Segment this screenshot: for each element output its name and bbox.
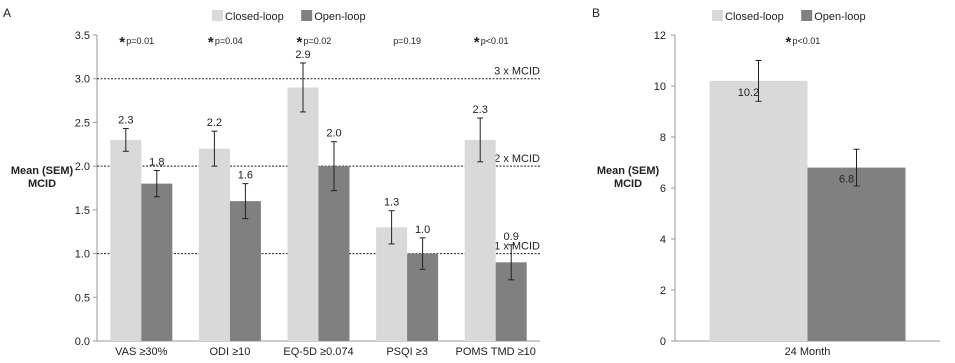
- bar: [141, 183, 173, 341]
- y-tick-label: 3.0: [75, 74, 90, 86]
- data-label: 2.3: [118, 115, 133, 127]
- legend-label: Closed-loop: [225, 11, 284, 23]
- data-label: 1.3: [384, 197, 399, 209]
- legend-swatch: [301, 10, 313, 21]
- p-value: p<0.01: [481, 36, 509, 46]
- bar: [318, 166, 350, 341]
- y-tick-label: 0.0: [75, 336, 90, 348]
- p-value: p=0.02: [304, 36, 332, 46]
- data-label: 6.8: [839, 174, 854, 186]
- y-axis-label: Mean (SEM) MCID: [11, 165, 74, 190]
- bar: [709, 80, 808, 342]
- y-tick-label: 2.0: [75, 161, 90, 173]
- x-tick-label: 24 Month: [785, 346, 831, 358]
- y-axis-label: Mean (SEM) MCID: [597, 165, 660, 190]
- x-tick-label: EQ-5D ≥0.074: [283, 346, 353, 358]
- legend-swatch: [212, 10, 223, 21]
- x-tick-label: VAS ≥30%: [115, 346, 168, 358]
- bar: [287, 87, 319, 341]
- reference-line-label: 1 x MCID: [494, 241, 540, 253]
- x-tick-label: PSQI ≥3: [386, 346, 428, 358]
- bar: [198, 148, 230, 341]
- data-label: 2.0: [326, 128, 341, 140]
- y-axis-label-line: Mean (SEM): [11, 165, 74, 177]
- reference-line-label: 2 x MCID: [494, 153, 540, 165]
- panel-letter: A: [3, 6, 11, 20]
- significance-star: *: [474, 34, 480, 51]
- y-tick-label: 6: [660, 183, 666, 195]
- data-label: 1.8: [149, 157, 164, 169]
- y-tick-label: 0: [660, 336, 666, 348]
- legend-swatch: [801, 10, 813, 21]
- y-tick-label: 1.5: [75, 205, 90, 217]
- p-value: p=0.01: [126, 36, 154, 46]
- bar: [110, 139, 142, 341]
- significance-star: *: [297, 34, 303, 51]
- y-tick-label: 2: [660, 285, 666, 297]
- bar: [464, 139, 496, 341]
- data-label: 10.2: [738, 87, 759, 99]
- p-value: p=0.04: [215, 36, 243, 46]
- significance-star: *: [119, 34, 125, 51]
- x-tick-label: POMS TMD ≥10: [455, 346, 535, 358]
- p-value: p<0.01: [793, 36, 821, 46]
- legend-label: Open-loop: [814, 11, 865, 23]
- bar: [376, 227, 408, 341]
- y-tick-label: 4: [660, 234, 666, 246]
- y-tick-label: 10: [654, 81, 666, 93]
- y-axis-label-line: MCID: [614, 178, 642, 190]
- data-label: 2.3: [473, 104, 488, 116]
- panel-letter: B: [592, 6, 600, 20]
- y-tick-label: 8: [660, 132, 666, 144]
- bar: [807, 167, 906, 341]
- y-tick-label: 3.5: [75, 30, 90, 42]
- data-label: 2.9: [295, 49, 310, 61]
- data-label: 2.2: [207, 117, 222, 129]
- y-tick-label: 12: [654, 30, 666, 42]
- significance-star: *: [208, 34, 214, 51]
- p-value: p=0.19: [393, 36, 421, 46]
- x-tick-label: ODI ≥10: [209, 346, 250, 358]
- legend-label: Open-loop: [314, 11, 365, 23]
- y-axis-label-line: MCID: [28, 178, 56, 190]
- y-tick-label: 2.5: [75, 117, 90, 129]
- reference-line-label: 3 x MCID: [494, 66, 540, 78]
- y-axis-label-line: Mean (SEM): [597, 165, 660, 177]
- data-label: 1.6: [238, 170, 253, 182]
- y-tick-label: 0.5: [75, 292, 90, 304]
- data-label: 1.0: [415, 224, 430, 236]
- bar: [229, 201, 261, 341]
- legend-label: Closed-loop: [725, 11, 784, 23]
- y-tick-label: 1.0: [75, 249, 90, 261]
- significance-star: *: [786, 34, 792, 51]
- legend-swatch: [712, 10, 723, 21]
- data-label: 0.9: [504, 231, 519, 243]
